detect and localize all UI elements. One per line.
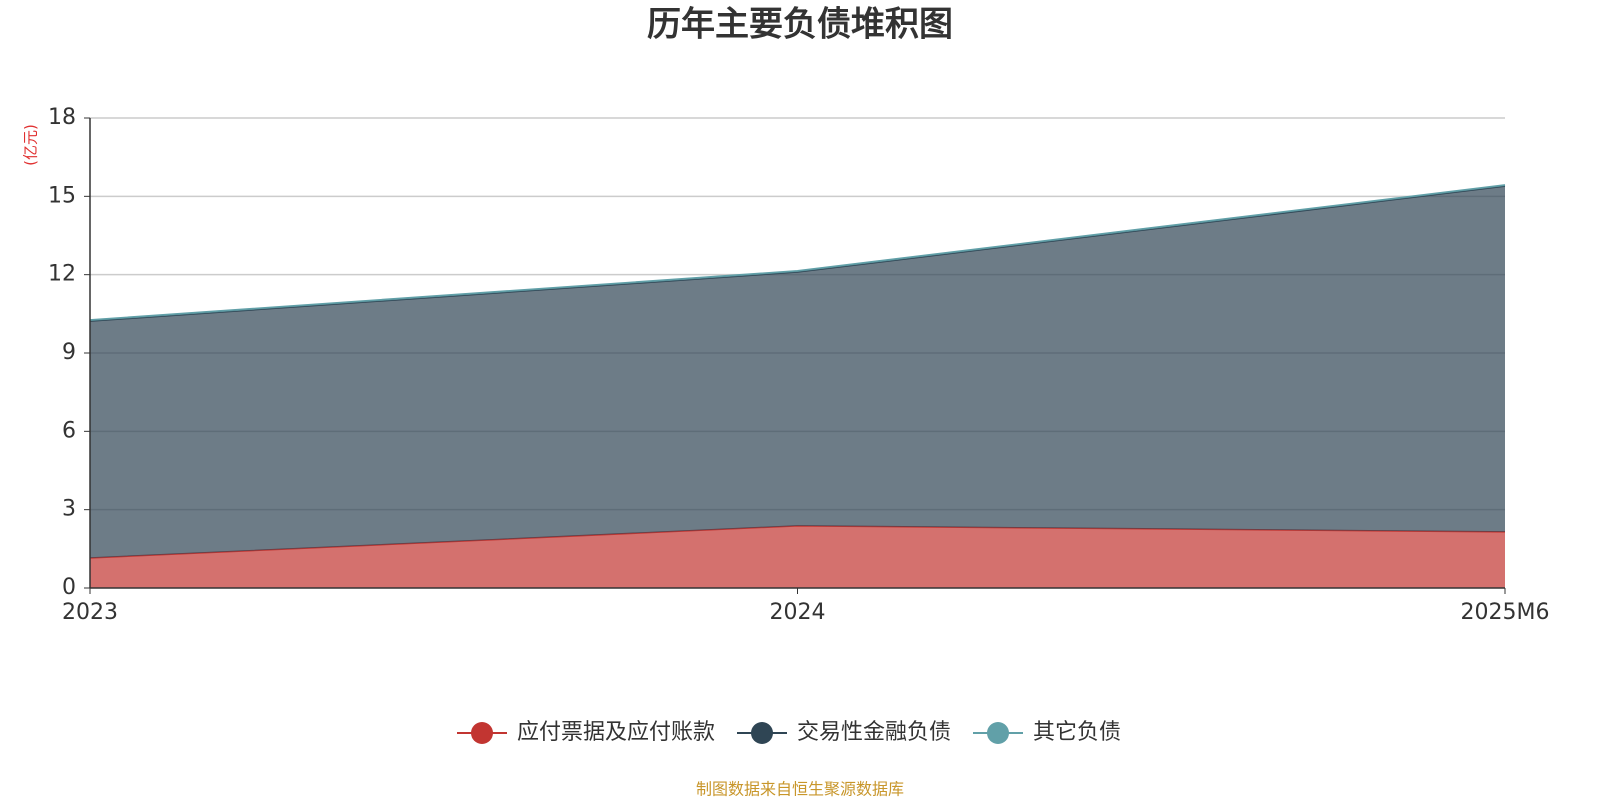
x-tick-label: 2023 xyxy=(62,600,118,625)
y-tick-label: 0 xyxy=(62,575,76,600)
y-tick-label: 9 xyxy=(62,340,76,365)
y-axis-label: (亿元) xyxy=(22,124,40,166)
legend-label[interactable]: 应付票据及应付账款 xyxy=(517,720,715,745)
area xyxy=(90,186,1505,558)
area xyxy=(90,525,1505,588)
x-tick-label: 2025M6 xyxy=(1461,600,1550,625)
source-note: 制图数据来自恒生聚源数据库 xyxy=(696,780,904,799)
y-tick-label: 15 xyxy=(48,183,76,208)
x-tick-label: 2024 xyxy=(770,600,826,625)
legend-marker[interactable] xyxy=(470,722,493,744)
y-tick-label: 6 xyxy=(62,418,76,443)
y-tick-label: 3 xyxy=(62,497,76,522)
area-line xyxy=(89,525,1506,559)
y-tick-label: 18 xyxy=(48,105,76,130)
legend-label[interactable]: 其它负债 xyxy=(1033,720,1121,745)
legend-marker[interactable] xyxy=(750,722,773,744)
legend-label[interactable]: 交易性金融负债 xyxy=(797,720,951,745)
y-tick-label: 12 xyxy=(48,262,76,287)
area-line xyxy=(89,184,1506,321)
legend-marker[interactable] xyxy=(987,722,1010,744)
chart-title: 历年主要负债堆积图 xyxy=(647,5,953,45)
